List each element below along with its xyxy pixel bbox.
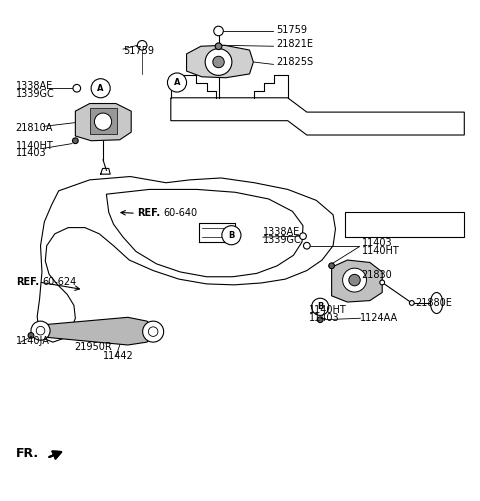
Circle shape (72, 138, 78, 144)
Text: 51759: 51759 (276, 25, 307, 35)
Text: 1339GC: 1339GC (16, 89, 54, 99)
Text: 21821E: 21821E (276, 39, 313, 49)
Circle shape (31, 321, 50, 340)
Text: REF.: REF. (137, 208, 160, 218)
Circle shape (28, 333, 34, 338)
Text: 21950R: 21950R (74, 342, 112, 352)
Circle shape (168, 73, 187, 92)
Text: 1339GC: 1339GC (263, 235, 301, 245)
Text: 1124AA: 1124AA (360, 313, 398, 323)
Circle shape (137, 41, 147, 50)
Circle shape (343, 268, 366, 292)
Text: A: A (97, 84, 104, 93)
Text: 21810A: 21810A (16, 123, 53, 133)
FancyArrowPatch shape (49, 451, 61, 458)
Circle shape (214, 26, 223, 36)
Text: 1140HT: 1140HT (362, 246, 399, 257)
Text: 21825S: 21825S (276, 57, 313, 67)
Text: B: B (317, 302, 324, 311)
Polygon shape (47, 317, 153, 345)
Text: A: A (174, 78, 180, 87)
Polygon shape (75, 104, 131, 141)
Circle shape (409, 301, 414, 306)
Circle shape (213, 56, 224, 68)
FancyArrowPatch shape (49, 451, 61, 458)
Text: 21880E: 21880E (416, 298, 453, 308)
Circle shape (143, 321, 164, 342)
Circle shape (36, 326, 45, 335)
Text: 60-624: 60-624 (42, 277, 76, 287)
Circle shape (215, 43, 222, 50)
Text: 1338AE: 1338AE (263, 227, 300, 237)
Circle shape (312, 298, 329, 316)
Polygon shape (90, 108, 117, 134)
Circle shape (73, 85, 81, 92)
Circle shape (222, 225, 241, 245)
Circle shape (205, 49, 232, 75)
Text: FR.: FR. (16, 447, 39, 460)
Circle shape (380, 280, 384, 285)
Text: 1140JA: 1140JA (16, 336, 49, 346)
Polygon shape (332, 260, 382, 302)
Circle shape (95, 113, 112, 130)
Circle shape (349, 275, 360, 286)
Text: 1140HT: 1140HT (309, 305, 347, 315)
Text: REF.: REF. (16, 277, 39, 287)
Text: 11403: 11403 (16, 148, 47, 158)
Polygon shape (187, 45, 253, 78)
Circle shape (91, 79, 110, 98)
Text: 1338AE: 1338AE (16, 81, 53, 91)
Circle shape (148, 327, 158, 336)
Text: 60-640: 60-640 (164, 208, 198, 218)
Text: 21830: 21830 (362, 271, 393, 281)
Circle shape (303, 242, 310, 249)
Circle shape (317, 317, 323, 323)
Text: 1140HT: 1140HT (16, 140, 53, 150)
Text: 11442: 11442 (103, 351, 134, 361)
Text: 51759: 51759 (123, 46, 154, 56)
Text: 11403: 11403 (309, 313, 340, 323)
Circle shape (329, 263, 335, 269)
Circle shape (300, 233, 306, 239)
Text: 11403: 11403 (362, 238, 392, 248)
Text: B: B (228, 231, 235, 240)
